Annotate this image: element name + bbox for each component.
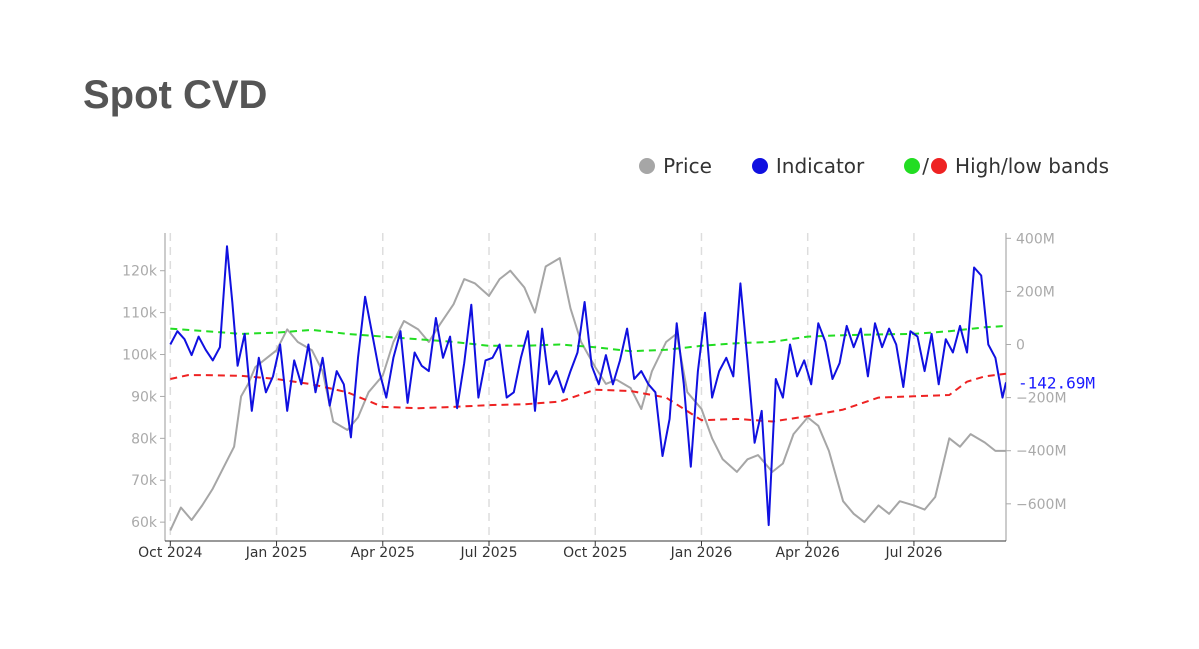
- legend-item-bands[interactable]: / High/low bands: [904, 154, 1109, 178]
- legend-item-price[interactable]: Price: [639, 154, 712, 178]
- chart-title: Spot CVD: [83, 73, 268, 117]
- legend-label-bands: High/low bands: [955, 154, 1109, 178]
- price-legend-dot: [639, 158, 656, 174]
- low-band-series-line: [170, 372, 1006, 423]
- legend-label-price: Price: [663, 154, 712, 178]
- low-band-legend-dot: [931, 158, 948, 174]
- x-tick-label: Oct 2024: [138, 545, 202, 561]
- x-tick-label: Jan 2026: [670, 545, 733, 561]
- left-tick-label: 60k: [131, 515, 158, 531]
- price-series-line: [169, 257, 1006, 531]
- right-tick-label: −600M: [1016, 497, 1067, 513]
- x-tick-label: Apr 2025: [351, 545, 415, 561]
- right-tick-label: −400M: [1016, 444, 1067, 460]
- last-value-label: -142.69M: [1018, 373, 1095, 392]
- left-tick-label: 70k: [131, 473, 158, 489]
- left-tick-label: 100k: [122, 348, 158, 364]
- x-tick-label: Jul 2025: [460, 545, 518, 561]
- x-tick-label: Oct 2025: [563, 545, 627, 561]
- left-tick-label: 120k: [122, 264, 158, 280]
- left-tick-label: 110k: [122, 306, 158, 322]
- left-tick-label: 80k: [131, 431, 158, 447]
- legend-item-indicator[interactable]: Indicator: [751, 154, 865, 178]
- high-band-legend-dot: [904, 158, 921, 174]
- legend-label-indicator: Indicator: [775, 154, 865, 178]
- right-tick-label: 0: [1016, 338, 1025, 354]
- x-tick-label: Apr 2026: [776, 545, 840, 561]
- legend-bands-slash: /: [922, 154, 930, 178]
- indicator-series-line: [169, 245, 1006, 527]
- x-tick-label: Jul 2026: [884, 545, 942, 561]
- right-tick-label: 200M: [1016, 284, 1055, 300]
- legend: Price Indicator / High/low bands: [639, 154, 1109, 178]
- x-tick-label: Jan 2025: [245, 545, 308, 561]
- indicator-legend-dot: [751, 158, 768, 174]
- left-tick-label: 90k: [131, 389, 158, 405]
- right-tick-label: −200M: [1016, 391, 1067, 407]
- right-tick-label: 400M: [1016, 231, 1055, 247]
